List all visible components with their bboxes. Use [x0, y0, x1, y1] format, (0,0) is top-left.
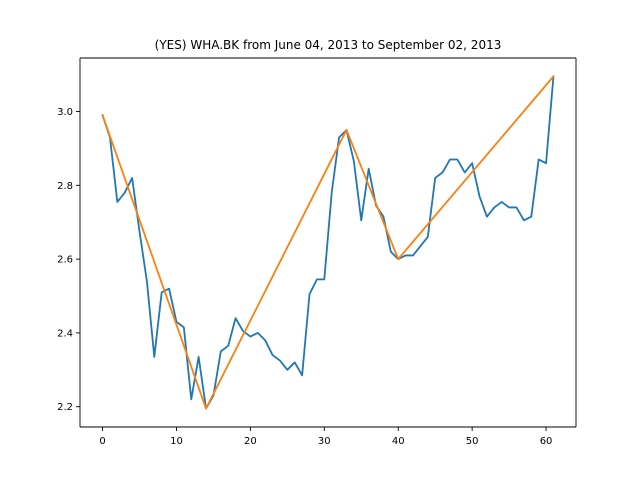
- series-line-2: [101, 75, 555, 410]
- y-tick-label: 2.4: [57, 328, 73, 339]
- y-tick-label: 3.0: [57, 107, 73, 118]
- y-tick-label: 2.2: [57, 402, 73, 413]
- chart-title: (YES) WHA.BK from June 04, 2013 to Septe…: [155, 38, 502, 52]
- x-tick-label: 50: [466, 436, 479, 447]
- x-tick-label: 60: [540, 436, 553, 447]
- y-tick-label: 2.6: [57, 255, 73, 266]
- x-tick-label: 30: [318, 436, 331, 447]
- y-tick-label: 2.8: [57, 181, 73, 192]
- plot-area: 0 10 20 30 40 50 60 2.2 2.4 2.6 2.8 3.0: [57, 57, 577, 447]
- x-tick-label: 20: [244, 436, 257, 447]
- x-tick-label: 0: [99, 436, 105, 447]
- x-tick-label: 10: [170, 436, 183, 447]
- x-tick-label: 40: [392, 436, 405, 447]
- series-line-1: [101, 75, 555, 410]
